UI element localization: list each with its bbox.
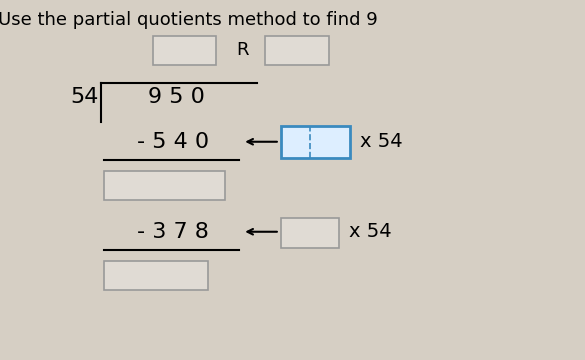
Text: R: R — [236, 41, 249, 59]
Text: - 3 7 8: - 3 7 8 — [137, 222, 209, 242]
Text: 54: 54 — [70, 87, 98, 107]
FancyBboxPatch shape — [153, 36, 216, 65]
Text: x 54: x 54 — [349, 222, 391, 241]
Text: Use the partial quotients method to find 9: Use the partial quotients method to find… — [0, 11, 377, 29]
FancyBboxPatch shape — [281, 126, 350, 158]
Text: x 54: x 54 — [360, 132, 403, 151]
FancyBboxPatch shape — [104, 171, 225, 200]
Text: - 5 4 0: - 5 4 0 — [137, 132, 209, 152]
Text: 9 5 0: 9 5 0 — [147, 87, 205, 107]
FancyBboxPatch shape — [281, 218, 339, 248]
FancyBboxPatch shape — [104, 261, 208, 290]
FancyBboxPatch shape — [266, 36, 329, 65]
